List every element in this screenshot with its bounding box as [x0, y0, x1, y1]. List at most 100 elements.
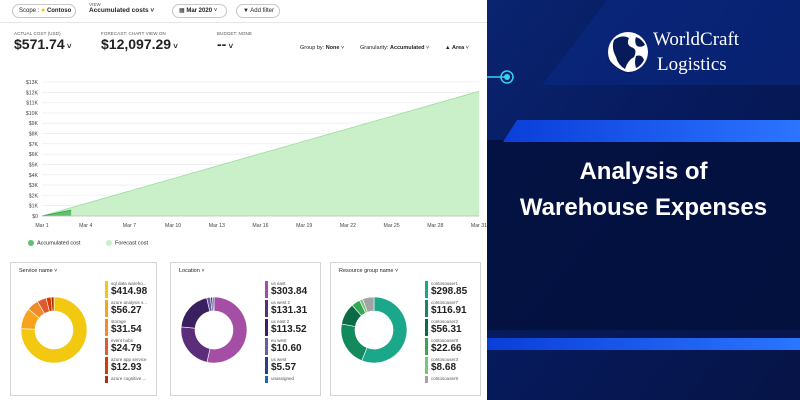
- item-name: contosouser8: [431, 338, 459, 343]
- item-color-bar: [265, 338, 268, 355]
- y-tick-label: $4K: [29, 173, 39, 179]
- donut-slice: [340, 323, 368, 362]
- granularity-dropdown[interactable]: Granularity: Accumulated ˅: [360, 45, 429, 51]
- breakdown-item[interactable]: us east 2 $113.52: [265, 319, 307, 336]
- x-tick-label: Mar 28: [427, 223, 443, 229]
- chevron-down-icon: ˅: [426, 45, 430, 51]
- breakdown-item[interactable]: contosouser1 $298.85: [425, 281, 467, 298]
- group-by-value: None: [325, 45, 340, 51]
- item-value: $5.57: [271, 362, 297, 373]
- view-value: Accumulated costs: [89, 7, 149, 14]
- chevron-down-icon: ˅: [465, 45, 469, 51]
- item-color-bar: [265, 300, 268, 317]
- item-value: $298.85: [431, 286, 468, 297]
- budget-kpi: BUDGET: NONE -- ˅: [217, 31, 252, 52]
- breakdown-item[interactable]: azure analysis s... $56.27: [105, 300, 147, 317]
- service-list: sql data wareho... $414.98 azure analysis …: [105, 281, 157, 393]
- breakdown-item[interactable]: eu west $10.60: [265, 338, 302, 355]
- item-color-bar: [425, 281, 428, 298]
- add-filter-button[interactable]: ▼ Add filter: [236, 4, 280, 18]
- breakdown-item[interactable]: sql data wareho... $414.98: [105, 281, 147, 298]
- view-caption: VIEW: [89, 2, 101, 7]
- y-tick-label: $12K: [26, 90, 39, 96]
- breakdown-item[interactable]: event hubs $24.79: [105, 338, 142, 355]
- x-tick-label: Mar 19: [296, 223, 312, 229]
- item-color-bar: [265, 376, 268, 383]
- x-tick-label: Mar 7: [123, 223, 136, 229]
- item-name: azure cognitive ...: [111, 376, 147, 381]
- legend-label: Forecast cost: [115, 240, 149, 247]
- scope-label: Scope :: [19, 8, 40, 14]
- legend-accumulated[interactable]: Accumulated cost: [28, 240, 80, 246]
- card-title: Location: [179, 268, 200, 274]
- series-line-forecast: [41, 90, 480, 217]
- group-by-dropdown[interactable]: Group by: None ˅: [300, 45, 344, 51]
- group-by-label: Group by:: [300, 45, 325, 51]
- chevron-down-icon: ˅: [171, 42, 178, 51]
- actual-cost-value: $571.74: [14, 36, 65, 52]
- service-name-dropdown[interactable]: Service name ˅: [19, 268, 57, 274]
- chart-type-dropdown[interactable]: ▲ Area ˅: [445, 45, 469, 51]
- forecast-row: $12,097.29 ˅: [101, 36, 178, 52]
- breakdown-item[interactable]: contosouser9: [425, 376, 458, 383]
- item-name: unassigned: [271, 376, 295, 381]
- toolbar-divider: [0, 22, 487, 23]
- y-tick-label: $8K: [29, 132, 39, 138]
- forecast-kpi: FORECAST: CHART VIEW ON $12,097.29 ˅: [101, 31, 178, 52]
- item-value: $31.54: [111, 324, 142, 335]
- location-donut-chart: [180, 296, 248, 364]
- breakdown-item[interactable]: us west $5.57: [265, 357, 296, 374]
- filter-icon: ▼: [243, 8, 249, 14]
- breakdown-item[interactable]: azure app service $12.93: [105, 357, 147, 374]
- breakdown-item[interactable]: storage $31.54: [105, 319, 142, 336]
- accumulated-cost-chart: $0 $1K $2K $3K $4K $5K $6K $7K $8K $9K $10K $11K $12…: [26, 80, 487, 229]
- location-dropdown[interactable]: Location ˅: [179, 268, 205, 274]
- resource-group-card: Resource group name ˅ contosouser1 $298.8…: [330, 262, 481, 396]
- legend-swatch: [106, 240, 112, 246]
- item-value: $24.79: [111, 343, 142, 354]
- x-tick-label: Mar 4: [79, 223, 92, 229]
- y-tick-label: $0: [32, 214, 38, 220]
- breakdown-item[interactable]: us east $303.84: [265, 281, 307, 298]
- card-title: Resource group name: [339, 268, 394, 274]
- item-name: us west: [271, 357, 287, 362]
- item-color-bar: [105, 357, 108, 374]
- location-list: us east $303.84 us west 2 $131.31 us east 2 $…: [265, 281, 319, 393]
- item-value: $8.68: [431, 362, 457, 373]
- y-tick-label: $11K: [26, 101, 38, 107]
- breakdown-item[interactable]: azure cognitive ...: [105, 376, 146, 383]
- x-tick-label: Mar 1: [35, 223, 48, 229]
- legend-label: Accumulated cost: [37, 240, 81, 247]
- legend-swatch: [28, 240, 34, 246]
- breakdown-item[interactable]: contosouser3 $8.68: [425, 357, 458, 374]
- series-line-accumulated: [41, 209, 72, 217]
- resource-group-list: contosouser1 $298.85 contosouser7 $116.91 co…: [425, 281, 479, 393]
- breakdown-item[interactable]: contosouser8 $22.66: [425, 338, 462, 355]
- item-name: sql data wareho...: [111, 281, 147, 286]
- item-color-bar: [105, 281, 108, 298]
- item-name: us east 2: [271, 319, 290, 324]
- breakdown-item[interactable]: us west 2 $131.31: [265, 300, 307, 317]
- card-title: Service name: [19, 268, 53, 274]
- breakdown-item[interactable]: unassigned: [265, 376, 294, 383]
- item-name: event hubs: [111, 338, 134, 343]
- date-picker[interactable]: ▦ Mar 2020 ˅: [172, 4, 227, 18]
- resource-group-dropdown[interactable]: Resource group name ˅: [339, 268, 398, 274]
- granularity-value: Accumulated: [389, 45, 425, 51]
- scope-pill[interactable]: Scope : ● Contoso: [12, 4, 76, 18]
- item-name: contosouser3: [431, 357, 459, 362]
- x-tick-label: Mar 10: [165, 223, 181, 229]
- connector-node-icon: [500, 70, 514, 84]
- item-color-bar: [425, 357, 428, 374]
- item-name: us east: [271, 281, 286, 286]
- legend-forecast[interactable]: Forecast cost: [106, 240, 148, 246]
- view-selector[interactable]: VIEW Accumulated costs ˅: [89, 2, 154, 14]
- item-name: contosouser1: [431, 281, 459, 286]
- item-color-bar: [265, 319, 268, 336]
- y-tick-label: $2K: [29, 193, 39, 199]
- item-name: contosouser7: [431, 300, 459, 305]
- globe-icon: [606, 32, 648, 75]
- forecast-value: $12,097.29: [101, 36, 172, 52]
- breakdown-item[interactable]: contosouser7 $116.91: [425, 300, 467, 317]
- breakdown-item[interactable]: contosouser2 $56.31: [425, 319, 462, 336]
